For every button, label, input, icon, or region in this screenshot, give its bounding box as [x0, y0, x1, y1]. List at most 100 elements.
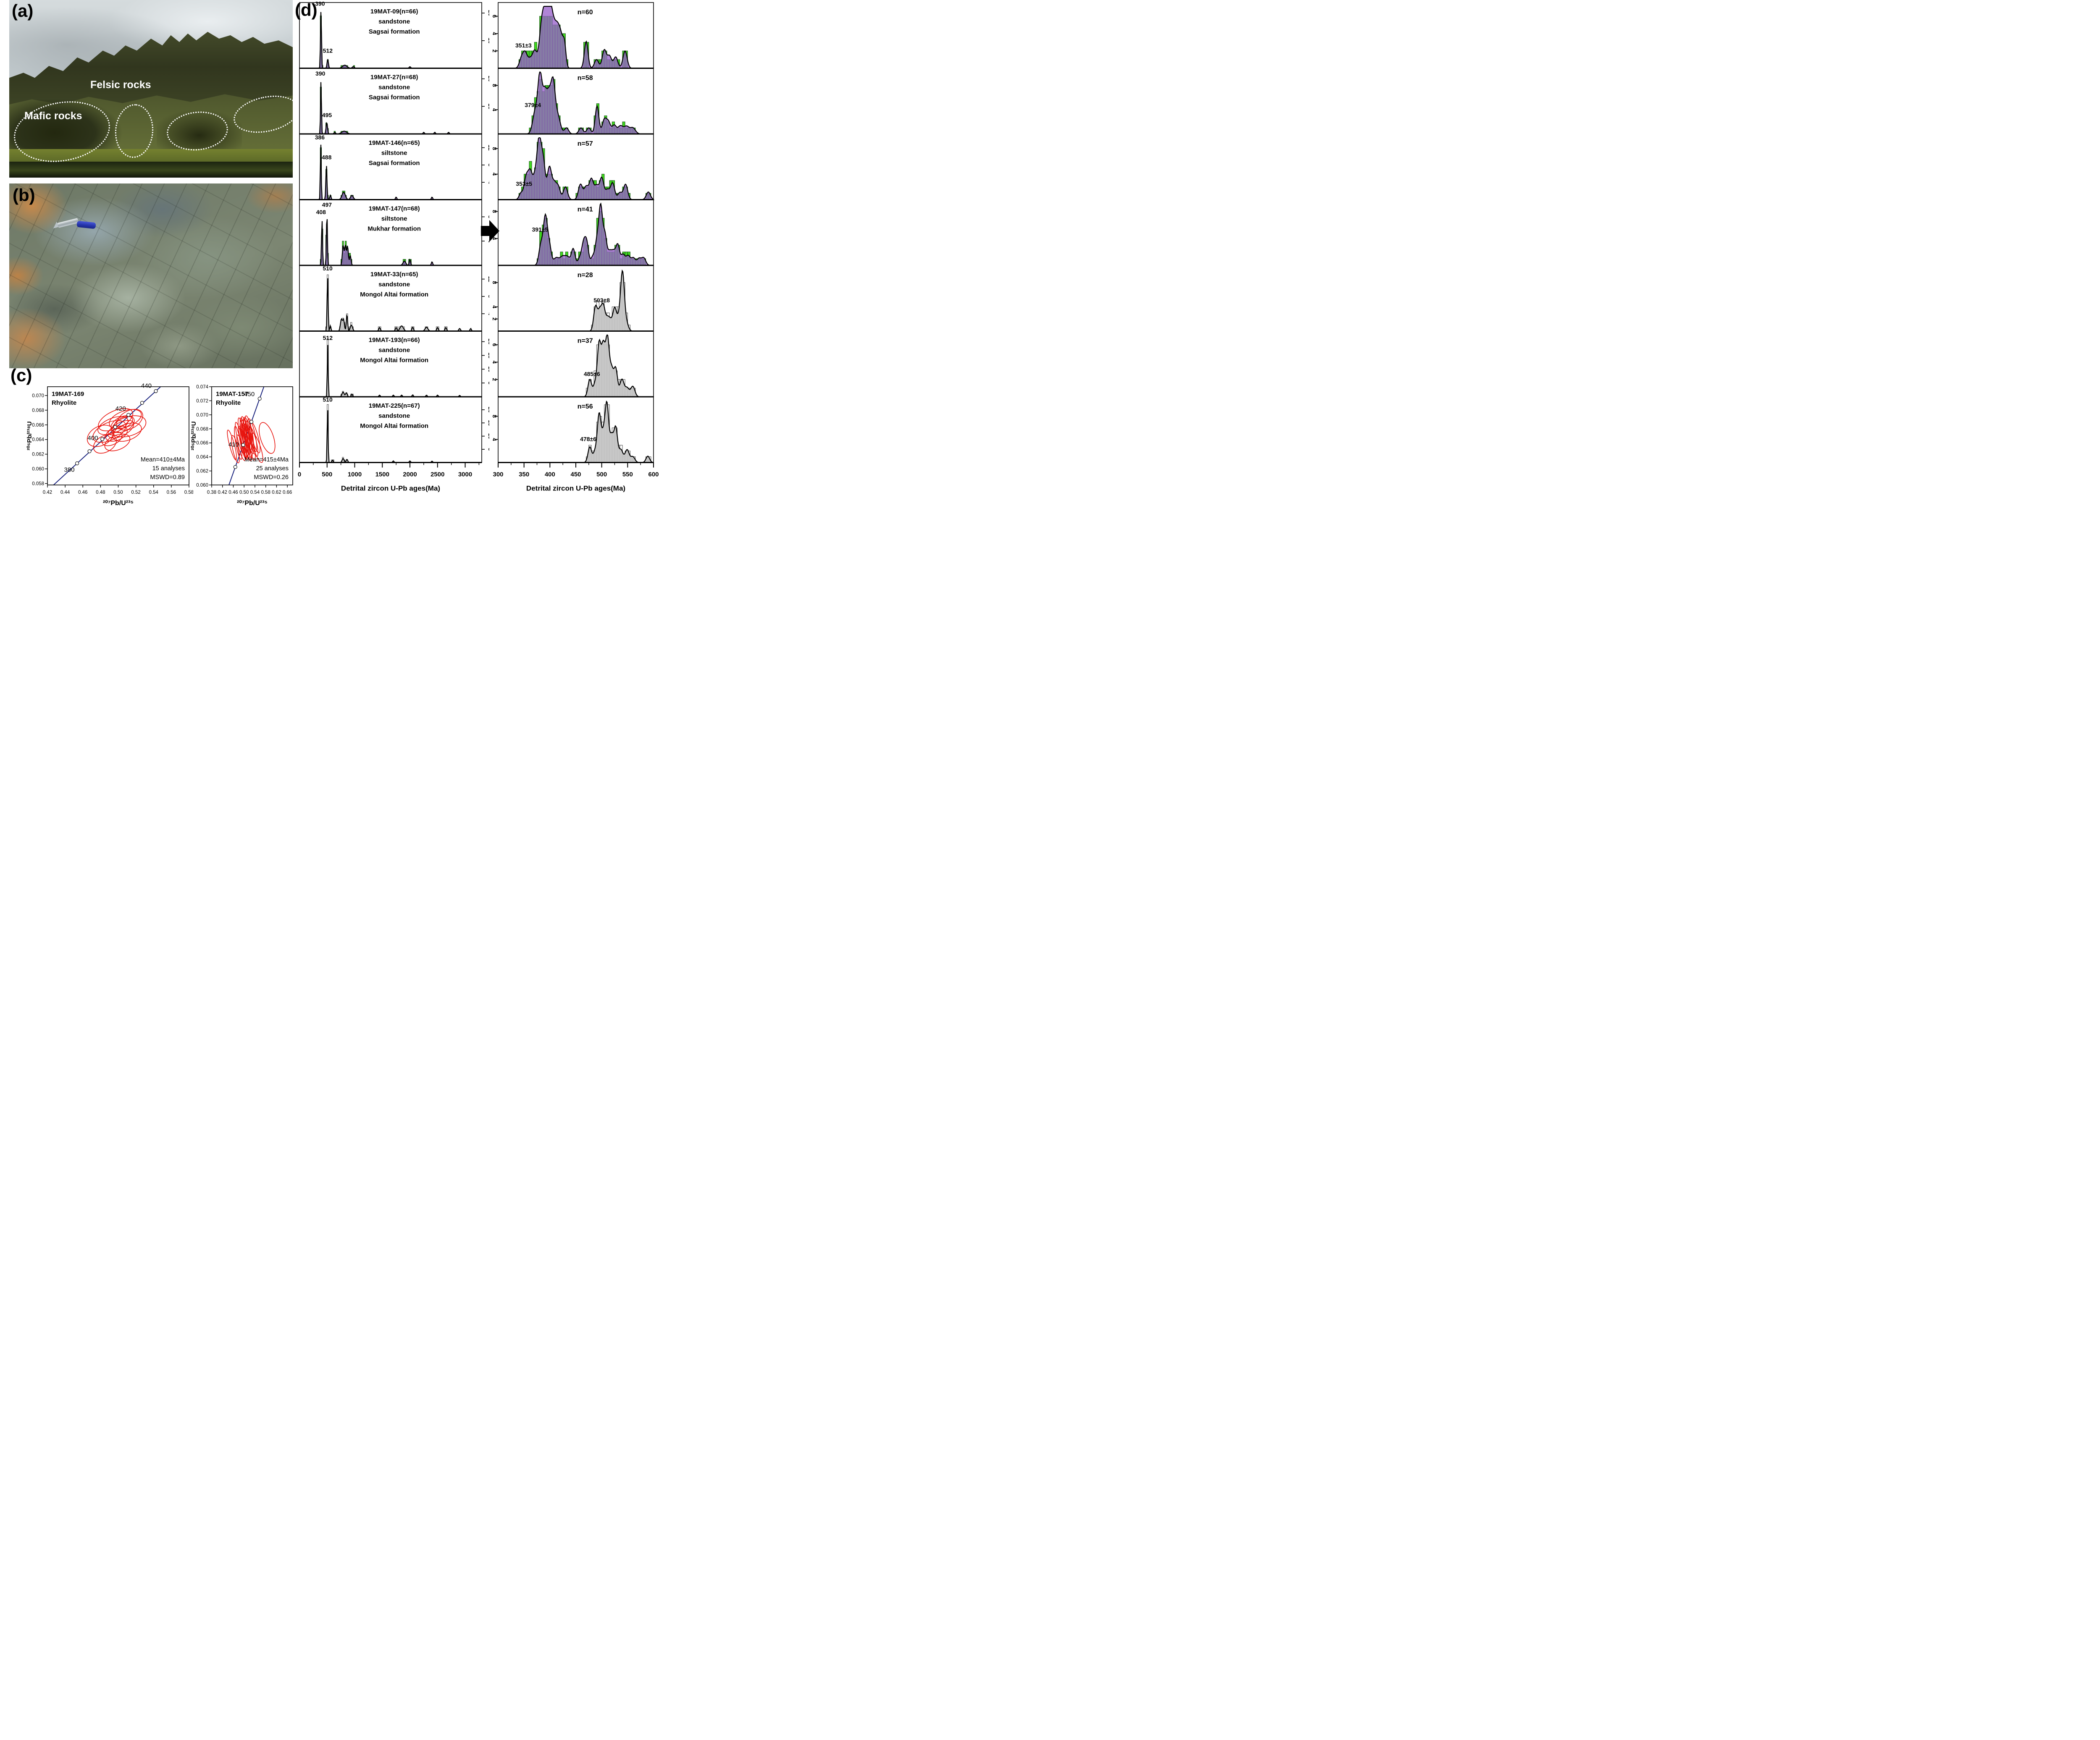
y-tick-label: 12	[487, 144, 489, 150]
sample-formation: Mongol Altai formation	[360, 357, 428, 364]
sample-formation: Mongol Altai formation	[360, 422, 428, 430]
concordia-plot-19MAT-157: 0.38 0.42 0.46 0.50 0.54 0.58 0.62 0.66 0.060 0.0…	[190, 385, 293, 507]
n-label: n=41	[578, 206, 593, 213]
x-axis: 300 350 400 450 500 550 600 Detrital zircon U-P…	[493, 462, 659, 493]
peak-age-label: 351±3	[515, 42, 532, 49]
x-axis-title: ²⁰⁷Pb/U²³⁵	[103, 500, 134, 507]
histogram-bars	[320, 228, 412, 266]
y-tick-label: 0.066	[196, 441, 208, 446]
y-tick-label: 0.064	[196, 455, 208, 460]
x-tick-label: 450	[570, 471, 581, 478]
y-tick-label: 6	[491, 15, 498, 18]
x-tick-label: 1000	[348, 471, 362, 478]
sample-lithology: sandstone	[378, 84, 410, 91]
y-tick-label: 15	[487, 352, 489, 358]
age-marker	[154, 389, 158, 393]
peak-age-label: 510	[323, 396, 333, 403]
peak-age-label: 408	[316, 209, 326, 215]
sample-title: 19MAT-147(n=68)	[369, 205, 420, 212]
y-tick-label: 0.062	[32, 452, 44, 457]
x-tick-label: 350	[519, 471, 529, 478]
peak-age-label: 512	[323, 47, 333, 54]
photo-rock-closeup	[9, 183, 293, 368]
concordia-plot-19MAT-169: 0.42 0.44 0.46 0.48 0.50 0.52 0.54 0.56 0.58 0.05…	[26, 382, 193, 507]
y-tick-label: 5	[487, 448, 489, 451]
panel-label-d: (d)	[295, 0, 318, 20]
age-marker	[100, 437, 105, 441]
y-tick-label: 20	[487, 76, 489, 81]
y-tick-label: 20	[487, 338, 489, 344]
age-marker	[113, 425, 117, 429]
age-marker	[87, 449, 92, 453]
x-tick-label: 600	[648, 471, 659, 478]
age-distribution-column-300-600: 2 4 6 n=60 351±3 4 8 n=58 379±4 4 8 n=57 353±5 4 8 n=41…	[491, 2, 659, 493]
mean-age: Mean=410±4Ma	[141, 456, 185, 463]
sample-title: 19MAT-225(n=67)	[369, 402, 420, 409]
mafic-dark-hill-2	[157, 110, 242, 157]
y-tick-label: 4	[487, 240, 489, 243]
analyses-count: 15 analyses	[152, 465, 185, 472]
sample-title: 19MAT-146(n=65)	[369, 139, 420, 147]
error-ellipses	[87, 408, 147, 454]
y-tick-label: 0.066	[32, 423, 44, 428]
x-tick-label: 2000	[403, 471, 417, 478]
y-tick-label: 10	[487, 366, 489, 372]
peak-age-label: 379±4	[525, 102, 541, 108]
peak-age-label: 390	[315, 0, 325, 7]
y-tick-label: 4	[487, 181, 489, 184]
y-tick-label: 8	[491, 147, 498, 150]
y-tick-label: 4	[491, 32, 498, 35]
y-tick-label: 8	[491, 415, 498, 418]
x-tick-label: 0.58	[184, 490, 193, 495]
peak-age-label: 495	[322, 112, 332, 118]
y-tick-label: 20	[487, 407, 489, 413]
sample-lithology: sandstone	[378, 281, 410, 288]
y-tick-label: 4	[487, 312, 489, 316]
y-tick-label: 10	[487, 38, 489, 44]
sample-name: 19MAT-157	[216, 390, 248, 398]
n-label: n=56	[578, 403, 593, 410]
y-tick-label: 0.062	[196, 469, 208, 474]
age-marker-label: 410	[228, 441, 239, 448]
y-tick-label: 8	[487, 295, 489, 298]
y-tick-label: 8	[491, 210, 498, 213]
x-tick-label: 0.46	[228, 490, 238, 495]
dist-row-19MAT-146(n=65): 4 8 12 19MAT-146(n=65) siltstone Sagsai forma…	[299, 134, 489, 201]
x-tick-label: 0	[298, 471, 301, 478]
age-marker-label: 450	[244, 390, 255, 398]
y-tick-label: 2	[491, 378, 498, 381]
x-tick-label: 400	[545, 471, 555, 478]
peak-age-label: 510	[323, 265, 333, 272]
sample-lithology: Rhyolite	[216, 399, 241, 406]
sample-lithology: sandstone	[378, 18, 410, 25]
age-marker-label: 420	[116, 405, 126, 412]
age-marker	[241, 443, 245, 447]
x-tick-label: 0.42	[43, 490, 52, 495]
age-marker	[233, 465, 237, 469]
x-axis: 0 500 1000 1500 2000 2500 3000 Detrital zircon …	[298, 462, 480, 493]
sample-title: 19MAT-27(n=68)	[370, 74, 418, 81]
y-tick-label: 0.064	[32, 438, 44, 443]
age-marker	[140, 401, 144, 405]
felsic-rocks-label: Felsic rocks	[90, 79, 151, 91]
sample-lithology: siltstone	[381, 215, 407, 223]
x-tick-label: 0.58	[261, 490, 270, 495]
n-label: n=57	[578, 140, 593, 147]
y-tick-label: 0.060	[32, 467, 44, 472]
x-tick-label: 0.54	[149, 490, 159, 495]
y-axis-title: ²⁰⁶Pb/²³⁸U	[26, 421, 33, 450]
x-axis-title: ²⁰⁷Pb/U²³⁵	[237, 500, 268, 507]
peak-age-label: 497	[322, 202, 332, 208]
x-tick-label: 1500	[375, 471, 389, 478]
y-tick-label: 0.070	[196, 413, 208, 418]
x-tick-label: 500	[322, 471, 332, 478]
dist-row-n=60: 2 4 6 n=60 351±3	[491, 2, 654, 69]
peak-age-label: 488	[322, 154, 332, 161]
y-tick-label: 4	[491, 237, 498, 240]
y-tick-label: 0.068	[196, 427, 208, 432]
y-tick-label: 4	[491, 108, 498, 112]
histogram-bars	[320, 86, 348, 134]
x-tick-label: 0.50	[239, 490, 249, 495]
dist-row-19MAT-147(n=68): 4 8 19MAT-147(n=68) siltstone Mukhar formati…	[299, 199, 489, 266]
